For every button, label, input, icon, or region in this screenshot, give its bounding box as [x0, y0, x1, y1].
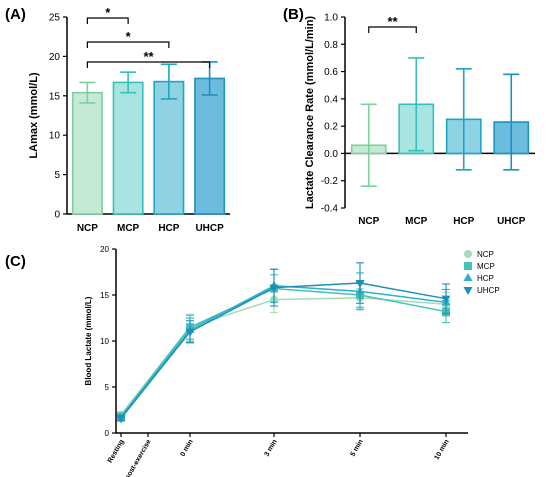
y-tick-label: -0.2 — [321, 176, 339, 187]
panel-label: (B) — [283, 6, 304, 23]
significance-label: ** — [387, 14, 398, 29]
y-tick-label: 10 — [100, 337, 109, 346]
error-bar-HCP — [160, 63, 177, 100]
y-tick-label: 0.0 — [324, 149, 338, 160]
x-tick-label: UHCP — [195, 223, 224, 234]
y-tick-label: 0 — [54, 210, 60, 221]
y-tick-label: 0.6 — [324, 67, 338, 78]
series-line-UHCP — [120, 282, 447, 419]
series-UHCP — [116, 262, 451, 424]
x-tick-label: MCP — [117, 223, 140, 234]
x-tick-label: NCP — [358, 216, 379, 227]
legend-marker — [464, 250, 472, 258]
y-tick-label: 15 — [49, 91, 61, 102]
error-bar-UHCP — [503, 73, 520, 171]
y-axis-label: Blood Lactate (mmol/L) — [84, 296, 93, 385]
data-point — [269, 284, 279, 293]
y-tick-label: 1.0 — [324, 13, 338, 24]
bar-HCP — [153, 80, 185, 215]
data-point — [355, 280, 365, 289]
bar-UHCP — [194, 77, 226, 215]
panel-label: (C) — [5, 253, 26, 270]
y-tick-label: 0.8 — [324, 40, 338, 51]
y-tick-label: 0.2 — [324, 122, 338, 133]
x-tick-label: HCP — [453, 216, 474, 227]
error-bar-NCP — [79, 81, 96, 104]
y-axis-label: LAmax (mmol/L) — [28, 72, 40, 159]
x-tick-label: 10 min — [434, 439, 451, 462]
significance-bracket — [86, 41, 170, 48]
panel-0: (A) 0 5 10 15 20 25 LAmax (mmol/L) NCP MCP HCP UHCP… — [5, 5, 230, 234]
x-tick-label: Resting — [107, 439, 126, 465]
legend: NCP MCP HCP UHCP — [463, 250, 500, 295]
bar-NCP — [71, 91, 103, 215]
significance-bracket — [86, 61, 211, 68]
error-bar-MCP — [120, 71, 137, 94]
legend-label: HCP — [477, 274, 494, 283]
bar-MCP — [112, 81, 144, 215]
x-tick-label: MCP — [405, 216, 428, 227]
error-bar-MCP — [408, 57, 425, 152]
y-tick-label: 15 — [100, 291, 109, 300]
x-tick-label: post-exercise — [124, 438, 153, 477]
series-line-HCP — [120, 285, 447, 418]
series-NCP — [117, 286, 450, 419]
y-tick-label: 10 — [49, 131, 61, 142]
y-axis-label: Lactate Clearance Rate (mmol/L/min) — [304, 16, 316, 210]
legend-marker — [463, 287, 473, 295]
panel-1: (B) -0.4 -0.2 0.0 0.2 0.4 0.6 0.8 1.0 Lactate Cle… — [283, 6, 535, 227]
x-tick-label: NCP — [77, 223, 98, 234]
significance-bracket — [86, 17, 129, 24]
y-tick-label: 25 — [49, 13, 61, 24]
x-tick-label: 0 min — [180, 439, 195, 458]
data-point — [441, 295, 451, 304]
series-line-MCP — [120, 287, 447, 417]
y-tick-label: 5 — [54, 170, 60, 181]
legend-marker — [464, 262, 472, 270]
y-tick-label: 0 — [105, 429, 110, 438]
x-tick-label: 3 min — [264, 439, 279, 458]
significance-label: * — [126, 29, 132, 44]
error-bar-HCP — [455, 68, 472, 171]
y-tick-label: 5 — [105, 383, 110, 392]
panel-2: (C) 0 5 10 15 20 Blood Lactate (mmol/L) Resting… — [5, 245, 500, 477]
legend-label: MCP — [477, 262, 495, 271]
y-tick-label: 0.4 — [324, 94, 338, 105]
data-point — [116, 415, 126, 424]
series-HCP — [116, 268, 451, 421]
legend-marker — [463, 273, 473, 281]
data-point — [185, 328, 195, 337]
x-tick-label: HCP — [158, 223, 179, 234]
legend-label: NCP — [477, 250, 494, 259]
y-tick-label: -0.4 — [321, 204, 339, 215]
legend-label: UHCP — [477, 286, 500, 295]
y-tick-label: 20 — [100, 245, 109, 254]
significance-bracket — [368, 26, 417, 33]
x-tick-label: UHCP — [497, 216, 526, 227]
panel-label: (A) — [5, 6, 26, 23]
y-tick-label: 20 — [49, 52, 61, 63]
error-bar-NCP — [360, 103, 377, 187]
x-tick-label: 5 min — [350, 439, 365, 458]
significance-label: * — [105, 5, 111, 20]
significance-label: ** — [143, 49, 154, 64]
